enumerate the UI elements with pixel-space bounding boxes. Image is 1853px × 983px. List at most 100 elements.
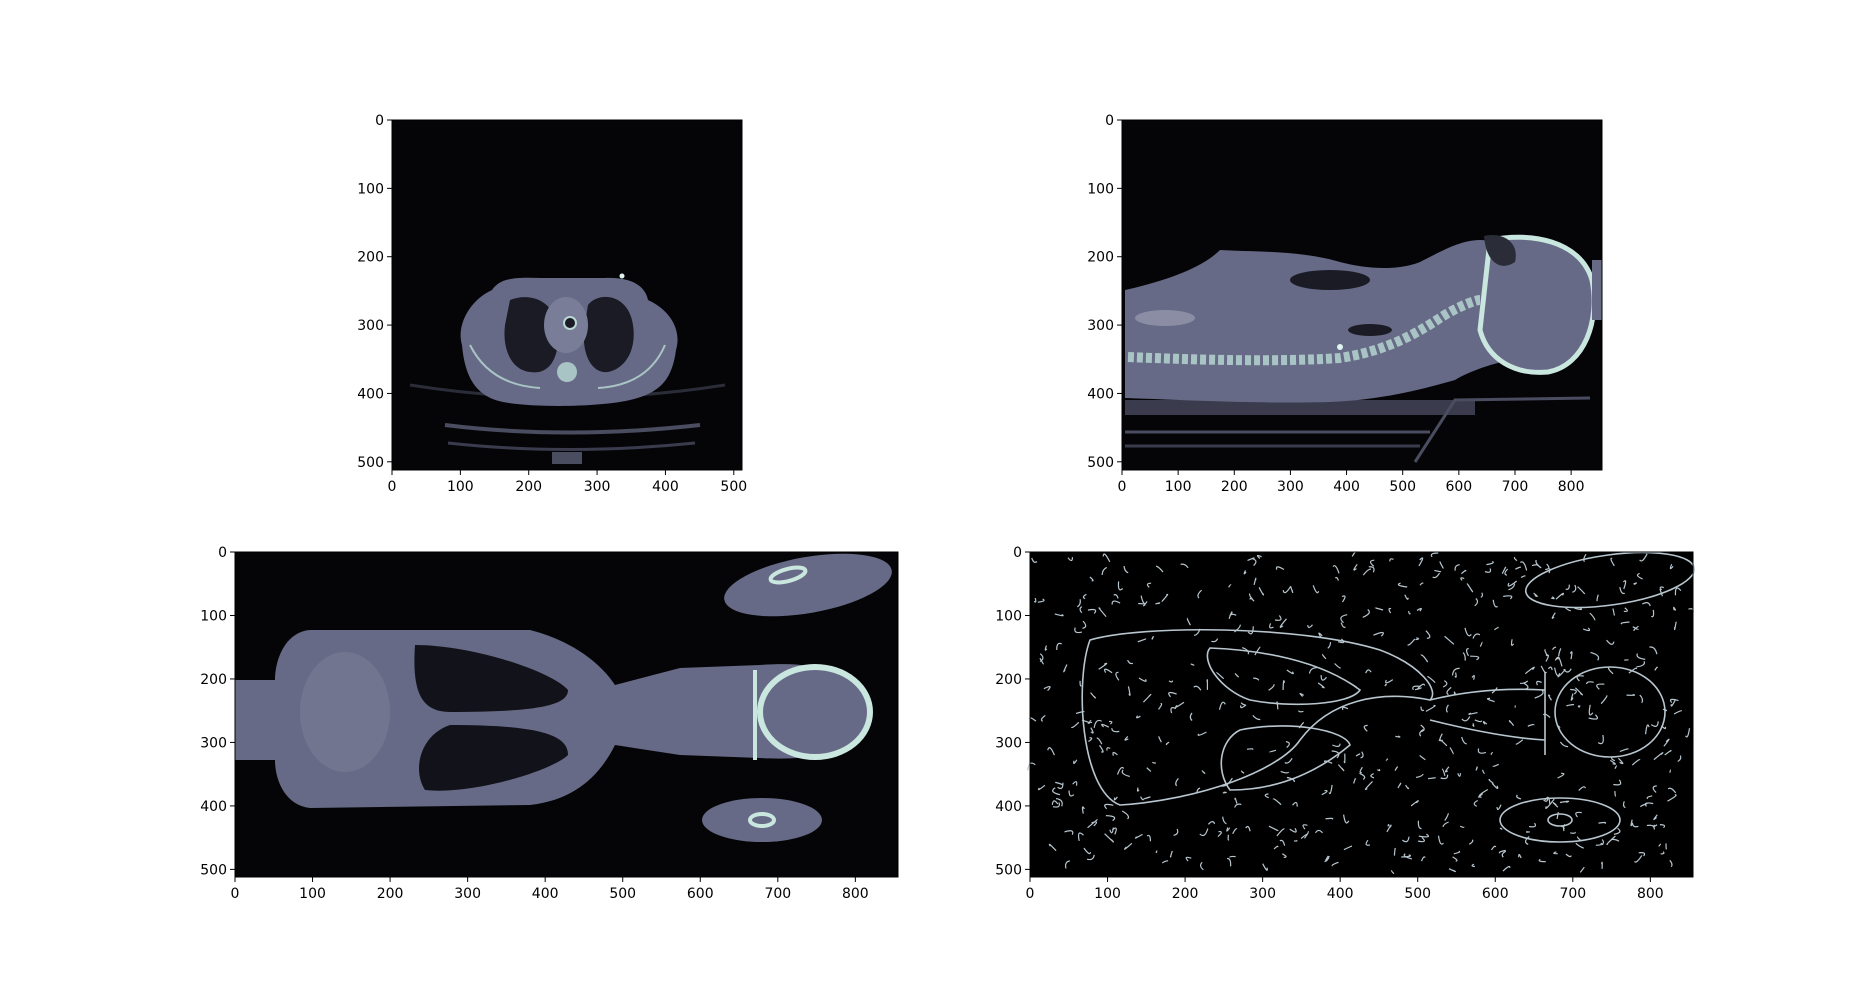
sagittal-y-tick-label: 100 [1087,181,1114,197]
edges-texture-stroke [1547,666,1553,671]
edges-texture-stroke [1111,827,1117,835]
edges-texture-stroke [1412,685,1421,691]
edges-texture-stroke [1269,623,1274,629]
edges-texture-stroke [1601,861,1603,869]
axial-x-tick-label: 100 [447,479,474,495]
edges-texture-stroke [1234,797,1238,804]
edges-texture-stroke [1222,816,1227,825]
edges-texture-stroke [1448,868,1457,873]
axial-y-axis: 0 100 200 300 400 500 [357,113,392,471]
edges-texture-stroke [1334,576,1339,581]
edges-texture-stroke [1633,625,1639,632]
edges-texture-stroke [1609,759,1616,765]
sagittal-body [1125,240,1560,403]
edges-texture-stroke [1282,680,1285,691]
edges-texture-stroke [1127,659,1134,665]
edges-texture-stroke [1464,627,1472,637]
edges-texture-stroke [1190,663,1195,666]
edges-texture-stroke [1169,850,1173,858]
edges-texture-stroke [1650,721,1659,727]
edges-texture-stroke [1341,706,1349,711]
sagittal-table-block [1125,400,1475,415]
edges-texture-stroke [1252,715,1261,721]
sagittal-edge-object [1592,260,1602,320]
edges-texture-stroke [1227,857,1232,867]
edges-texture-stroke [1343,753,1346,764]
edges-x-axis: 0 100 200 300 400 500 600 700 800 [1026,877,1664,902]
sagittal-spine [1127,295,1481,366]
edges-texture-stroke [1454,672,1457,678]
edges-texture-stroke [1334,663,1341,669]
edges-texture-stroke [1552,646,1557,650]
edges-texture-stroke [1557,772,1565,779]
coronal-x-tick-label: 500 [609,886,636,902]
edges-texture-stroke [1037,784,1046,791]
edges-texture-stroke [1315,829,1323,834]
edges-texture-stroke [1327,642,1332,649]
edges-texture-stroke [1199,828,1209,837]
axial-left-lung [504,297,559,373]
edges-texture-stroke [1136,715,1141,719]
axial-table-plate [444,423,701,435]
edges-lower-arm-outline [1499,797,1621,843]
edges-texture-stroke [1432,572,1441,579]
edges-texture-stroke [1650,609,1655,618]
edges-texture-stroke [1520,680,1529,685]
edges-texture-stroke [1108,720,1113,725]
coronal-upper-lung [414,645,568,712]
edges-texture-stroke [1501,566,1507,574]
edges-texture-stroke [1557,656,1563,667]
edges-texture-stroke [1444,766,1450,773]
edges-texture-stroke [1524,836,1530,845]
edges-texture-stroke [1620,621,1630,625]
edges-texture-stroke [1320,675,1327,681]
sagittal-sinus [1484,235,1516,266]
edges-texture-stroke [1090,727,1094,734]
edges-texture-stroke [1081,806,1085,814]
edges-texture-stroke [1477,793,1483,799]
edges-texture-stroke [1466,583,1474,593]
edges-x-tick-label: 500 [1404,886,1431,902]
edges-texture-stroke [1507,580,1518,587]
edges-texture-stroke [1639,553,1648,562]
edges-texture-stroke [1554,656,1559,661]
edges-texture-stroke [1124,842,1133,850]
edges-texture-stroke [1508,720,1515,726]
edges-texture-stroke [1638,852,1646,857]
edges-texture-stroke [1472,723,1475,727]
edges-texture-stroke [1298,710,1304,713]
edges-texture-stroke [1492,599,1498,608]
edges-texture-stroke [1570,688,1577,695]
sagittal-x-tick-label: 400 [1333,479,1360,495]
edges-texture-stroke [1057,782,1064,790]
edges-texture-stroke [1343,845,1353,851]
edges-texture-stroke [1245,825,1251,832]
edges-texture-stroke [1445,704,1449,713]
edges-texture-stroke [1427,675,1436,684]
edges-texture-stroke [1364,780,1373,791]
sagittal-frame [1121,119,1603,471]
edges-texture-stroke [1442,680,1448,688]
edges-texture-stroke [1545,798,1555,809]
edges-texture-stroke [1646,824,1655,830]
edges-texture-stroke [1492,763,1499,767]
edges-texture-stroke [1504,568,1509,576]
edges-texture-stroke [1471,863,1475,868]
axial-rib-left [469,344,541,389]
edges-texture-stroke [1051,800,1059,805]
edges-texture-stroke [1417,683,1426,690]
edges-texture-stroke [1452,856,1458,862]
coronal-x-tick-label: 300 [454,886,481,902]
edges-texture-stroke [1155,565,1164,573]
edges-texture-stroke [1626,693,1636,696]
edges-texture-stroke [1073,759,1078,764]
edges-texture-stroke [1575,842,1584,849]
edges-texture-stroke [1470,655,1480,661]
edges-texture-stroke [1439,561,1444,569]
edges-texture-stroke [1444,635,1455,645]
edges-upper-lung-outline [1206,647,1362,706]
coronal-y-axis: 0 100 200 300 400 500 [200,545,235,878]
edges-texture-stroke [1048,843,1057,852]
edges-texture-stroke [1253,677,1260,681]
